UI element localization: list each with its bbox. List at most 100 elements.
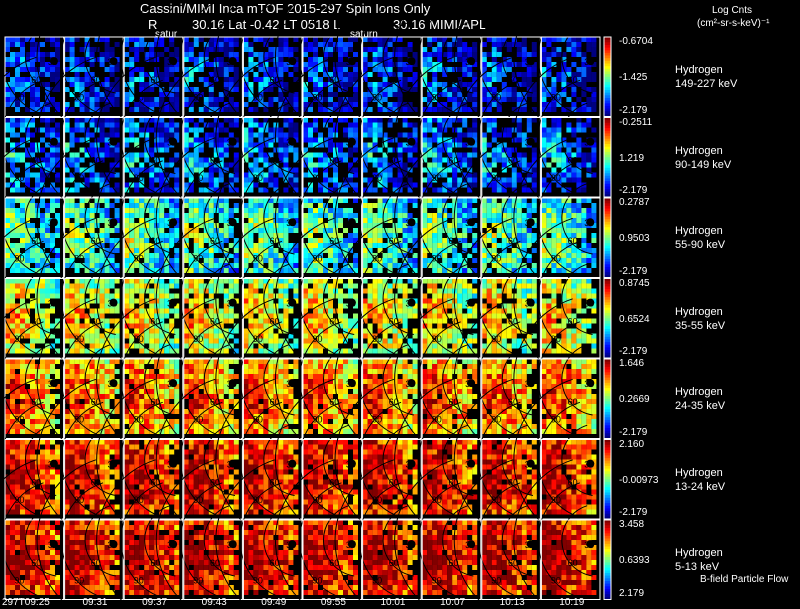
heatmap-cell [268, 67, 274, 72]
colorbar-segment [604, 170, 611, 174]
heatmap-cell [338, 62, 343, 67]
heatmap-cell [233, 122, 239, 128]
heatmap-cell [89, 167, 95, 173]
colorbar-segment [604, 151, 611, 155]
heatmap-cell [139, 208, 145, 213]
heatmap-cell [467, 228, 473, 233]
heatmap-cell [243, 298, 249, 304]
heatmap-cell [576, 223, 582, 228]
colorbar-segment [604, 66, 611, 70]
heatmap-cell [571, 203, 577, 208]
heatmap-cell [139, 248, 145, 253]
heatmap-cell [328, 37, 333, 42]
heatmap-cell [188, 127, 194, 133]
heatmap-cell [213, 248, 219, 253]
heatmap-cell [208, 333, 214, 339]
heatmap-cell [303, 298, 308, 304]
heatmap-cell [506, 177, 512, 183]
heatmap-cell [193, 132, 199, 138]
heatmap-cell [169, 238, 175, 243]
heatmap-cell [50, 37, 55, 42]
heatmap-cell [556, 72, 562, 77]
heatmap-cell [144, 82, 150, 87]
heatmap-cell [382, 92, 388, 97]
heatmap-cell [99, 52, 105, 57]
colorbar-segment [604, 100, 611, 104]
heatmap-cell [318, 268, 323, 273]
heatmap-cell [367, 62, 373, 67]
heatmap-cell [481, 177, 487, 183]
heatmap-cell [427, 127, 433, 133]
contour-label: 90 [491, 173, 501, 183]
heatmap-cell [64, 167, 70, 173]
heatmap-cell [20, 102, 25, 107]
heatmap-cell [452, 92, 458, 97]
heatmap-cell [556, 137, 562, 143]
heatmap-cell [283, 203, 289, 208]
heatmap-cell [213, 258, 219, 263]
heatmap-cell [25, 167, 30, 173]
heatmap-cell [218, 67, 224, 72]
heatmap-cell [506, 203, 512, 208]
heatmap-cell [377, 67, 383, 72]
colorbar-segment [604, 52, 611, 56]
heatmap-cell [377, 233, 383, 238]
heatmap-cell [20, 52, 25, 57]
heatmap-cell [5, 42, 10, 47]
heatmap-cell [511, 248, 517, 253]
heatmap-cell [427, 37, 433, 42]
heatmap-cell [193, 343, 199, 349]
heatmap-cell [377, 82, 383, 87]
heatmap-cell [382, 57, 388, 62]
heatmap-cell [303, 172, 308, 178]
heatmap-cell [129, 72, 135, 77]
heatmap-cell [591, 147, 597, 153]
heatmap-cell [263, 72, 269, 77]
heatmap-cell [576, 127, 582, 133]
heatmap-cell [472, 97, 478, 102]
heatmap-cell [348, 97, 353, 102]
contour-label: 60 [210, 75, 220, 85]
heatmap-cell [566, 263, 572, 268]
heatmap-cell [263, 177, 269, 183]
heatmap-cell [208, 253, 214, 258]
heatmap-cell [343, 47, 348, 52]
heatmap-cell [104, 67, 110, 72]
heatmap-cell [198, 213, 204, 218]
heatmap-cell [243, 303, 249, 309]
heatmap-cell [556, 218, 562, 223]
heatmap-cell [208, 42, 214, 47]
heatmap-cell [40, 283, 45, 289]
heatmap-cell [30, 208, 35, 213]
heatmap-cell [576, 172, 582, 178]
heatmap-cell [45, 313, 50, 319]
heatmap-cell [64, 57, 70, 62]
heatmap-cell [233, 67, 239, 72]
heatmap-cell [203, 333, 209, 339]
heatmap-cell [198, 37, 204, 42]
heatmap-cell [486, 208, 492, 213]
heatmap-cell [551, 77, 557, 82]
heatmap-cell [308, 142, 313, 148]
heatmap-cell [273, 333, 279, 339]
heatmap-cell [84, 243, 90, 248]
heatmap-cell [392, 72, 398, 77]
heatmap-cell [397, 198, 403, 203]
heatmap-cell [323, 107, 328, 112]
heatmap-cell [74, 313, 80, 319]
heatmap-cell [367, 37, 373, 42]
heatmap-cell [104, 308, 110, 314]
heatmap-cell [318, 213, 323, 218]
heatmap-cell [462, 107, 468, 112]
heatmap-cell [10, 167, 15, 173]
heatmap-cell [139, 132, 145, 138]
heatmap-cell [193, 198, 199, 203]
heatmap-cell [248, 152, 254, 158]
heatmap-cell [10, 152, 15, 158]
heatmap-cell [308, 127, 313, 133]
heatmap-cell [30, 147, 35, 153]
heatmap-cell [55, 37, 60, 42]
heatmap-cell [154, 77, 160, 82]
heatmap-cell [372, 238, 378, 243]
overlap-label-1: satur [155, 29, 178, 40]
